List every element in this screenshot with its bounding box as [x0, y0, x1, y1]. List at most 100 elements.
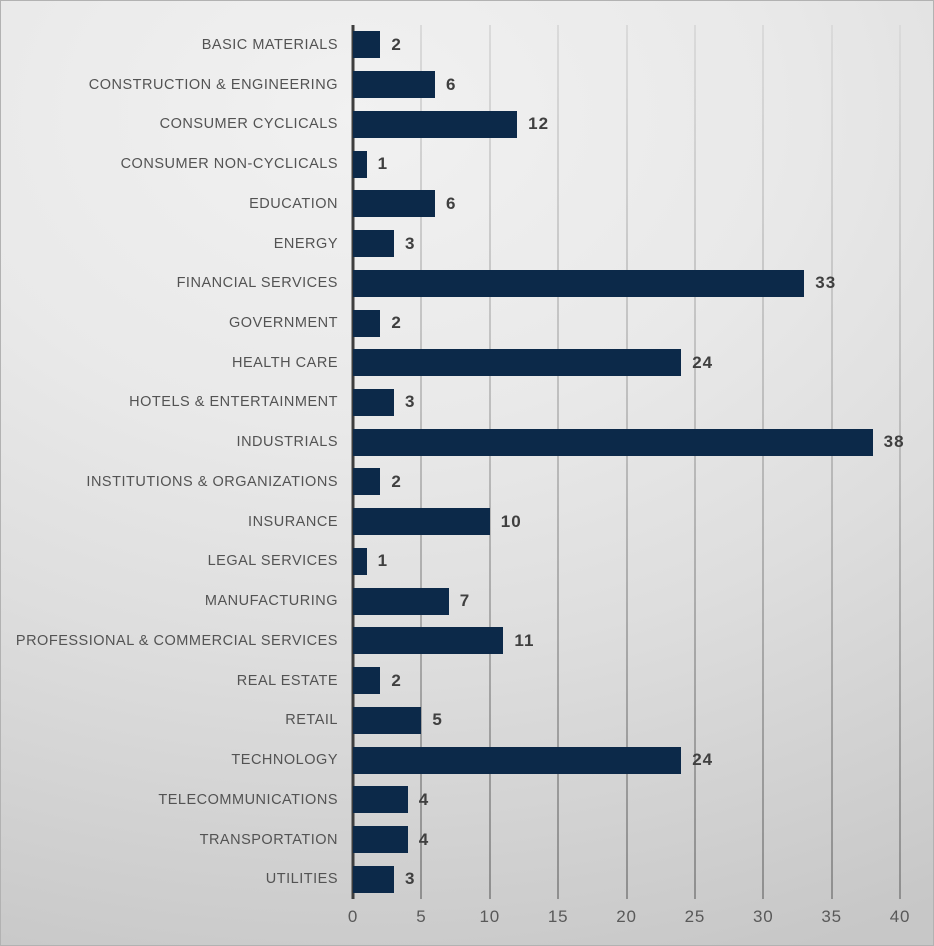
- bar: [353, 349, 682, 377]
- chart-row: CONSUMER CYCLICALS 12: [1, 104, 933, 144]
- value-label: 10: [500, 511, 522, 531]
- chart-row: RETAIL 5: [1, 700, 933, 740]
- value-label: 6: [446, 74, 457, 94]
- bar-track: 1: [353, 542, 933, 582]
- x-tick-label: 0: [347, 907, 359, 926]
- bar: [353, 309, 381, 337]
- gridline: [420, 25, 423, 899]
- x-tick-label: 5: [416, 907, 427, 926]
- value-label: 7: [459, 591, 471, 611]
- x-tick-label: 10: [479, 907, 501, 926]
- value-label: 4: [418, 829, 430, 849]
- bar: [353, 865, 395, 893]
- category-label: TECHNOLOGY: [231, 752, 338, 769]
- value-label: 1: [377, 154, 389, 174]
- category-label: CONSTRUCTION & ENGINEERING: [88, 76, 338, 93]
- x-axis-tick-labels: 0 5 10 15 20 25 30 35 40: [348, 905, 933, 941]
- value-label: 2: [391, 670, 402, 690]
- category-label: CONSUMER CYCLICALS: [159, 116, 338, 133]
- value-label: 38: [883, 432, 905, 452]
- bar-track: 4: [353, 780, 933, 820]
- category-label: BASIC MATERIALS: [201, 36, 338, 53]
- value-label: 6: [446, 193, 457, 213]
- value-label: 11: [514, 630, 535, 650]
- bar: [353, 269, 805, 297]
- bar: [353, 428, 873, 456]
- bar-track: 2: [353, 462, 933, 502]
- category-label: HOTELS & ENTERTAINMENT: [129, 394, 338, 411]
- value-label: 1: [377, 551, 389, 571]
- chart-row: FINANCIAL SERVICES 33: [1, 263, 933, 303]
- bar: [353, 826, 408, 854]
- category-label: INSTITUTIONS & ORGANIZATIONS: [86, 473, 338, 490]
- chart-row: HEALTH CARE 24: [1, 343, 933, 383]
- gridline: [625, 25, 628, 899]
- value-label: 24: [692, 352, 714, 372]
- chart-row: MANUFACTURING 7: [1, 581, 933, 621]
- bar-track: 38: [353, 422, 933, 462]
- bar: [353, 667, 381, 695]
- bar-track: 10: [353, 502, 933, 542]
- x-tick-label: 15: [547, 907, 569, 926]
- bar-track: 4: [353, 820, 933, 860]
- x-tick-label: 25: [684, 907, 706, 926]
- chart-row: INDUSTRIALS 38: [1, 422, 933, 462]
- chart-row: LEGAL SERVICES 1: [1, 542, 933, 582]
- value-label: 33: [815, 273, 837, 293]
- chart-row: EDUCATION 6: [1, 184, 933, 224]
- bar-track: 2: [353, 661, 933, 701]
- bar: [353, 786, 408, 814]
- value-label: 3: [405, 869, 416, 889]
- bar-track: 3: [353, 859, 933, 899]
- bar-track: 12: [353, 104, 933, 144]
- x-tick-label: 35: [821, 907, 842, 926]
- bar: [353, 71, 436, 99]
- category-label: INSURANCE: [248, 513, 338, 530]
- chart-row: ENERGY 3: [1, 224, 933, 264]
- category-label: TELECOMMUNICATIONS: [158, 791, 338, 808]
- chart-row: BASIC MATERIALS 2: [1, 25, 933, 65]
- chart-row: UTILITIES 3: [1, 859, 933, 899]
- bar-track: 5: [353, 700, 933, 740]
- bar-track: 1: [353, 144, 933, 184]
- bar: [353, 508, 490, 536]
- gridline: [693, 25, 696, 899]
- bar: [353, 627, 504, 655]
- bar-track: 2: [353, 303, 933, 343]
- category-label: FINANCIAL SERVICES: [176, 275, 338, 292]
- bar-track: 3: [353, 224, 933, 264]
- category-label: EDUCATION: [249, 195, 338, 212]
- category-label: INDUSTRIALS: [236, 434, 338, 451]
- bar-track: 24: [353, 343, 933, 383]
- category-label: PROFESSIONAL & COMMERCIAL SERVICES: [15, 632, 338, 649]
- zero-axis-line: [351, 25, 355, 899]
- bar-track: 3: [353, 383, 933, 423]
- x-tick-label: 30: [752, 907, 774, 926]
- chart-row: CONSUMER NON-CYCLICALS 1: [1, 144, 933, 184]
- chart-row: PROFESSIONAL & COMMERCIAL SERVICES 11: [1, 621, 933, 661]
- gridline: [557, 25, 560, 899]
- bar: [353, 587, 449, 615]
- gridline: [488, 25, 491, 899]
- bar: [353, 706, 422, 734]
- category-label: MANUFACTURING: [204, 593, 338, 610]
- category-label: UTILITIES: [265, 871, 338, 888]
- chart-row: CONSTRUCTION & ENGINEERING 6: [1, 65, 933, 105]
- bar: [353, 31, 381, 59]
- chart-row: INSURANCE 10: [1, 502, 933, 542]
- bar-track: 6: [353, 65, 933, 105]
- value-label: 4: [418, 789, 430, 809]
- value-label: 2: [391, 34, 402, 54]
- category-label: ENERGY: [273, 235, 338, 252]
- category-label: REAL ESTATE: [236, 672, 338, 689]
- category-label: CONSUMER NON-CYCLICALS: [120, 156, 338, 173]
- category-label: TRANSPORTATION: [199, 831, 338, 848]
- x-tick-label: 40: [889, 907, 911, 926]
- bar-track: 2: [353, 25, 933, 65]
- value-label: 3: [405, 233, 416, 253]
- bar-track: 24: [353, 740, 933, 780]
- category-label: GOVERNMENT: [229, 315, 338, 331]
- bar: [353, 468, 381, 496]
- gridline: [762, 25, 765, 899]
